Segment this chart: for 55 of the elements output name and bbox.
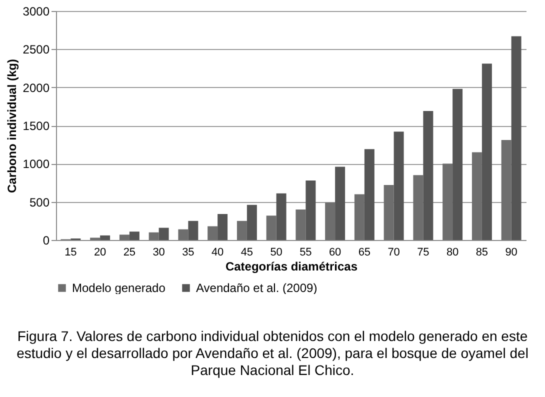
bar	[178, 229, 188, 240]
x-tick-label: 40	[211, 246, 224, 258]
y-tick-label: 2000	[22, 80, 50, 95]
x-tick-label: 80	[446, 246, 459, 258]
bar	[394, 132, 404, 240]
bar	[296, 209, 306, 240]
bar	[452, 88, 463, 240]
x-tick-label: 35	[182, 246, 194, 258]
y-tick-label: 3000	[22, 4, 50, 18]
bar	[276, 193, 286, 240]
bar	[218, 214, 228, 240]
bar	[482, 64, 492, 240]
x-tick-label: 25	[123, 246, 136, 258]
x-tick-label: 70	[388, 246, 400, 258]
x-tick-label: 15	[64, 246, 77, 258]
bar	[266, 216, 276, 240]
bar	[501, 140, 512, 240]
x-tick-label: 20	[94, 246, 106, 258]
bar	[188, 220, 198, 240]
bar	[364, 149, 374, 240]
bar	[325, 202, 336, 240]
bar	[511, 36, 522, 240]
y-tick-label: 2500	[22, 42, 50, 57]
bar	[423, 110, 434, 240]
x-axis-title: Categorías diamétricas	[225, 260, 358, 274]
y-tick-label: 0	[42, 234, 50, 248]
bar	[246, 204, 257, 240]
x-tick-label: 60	[328, 246, 342, 258]
y-axis-title: Carbono individual (kg)	[4, 59, 19, 193]
bar	[100, 235, 110, 240]
bar	[354, 194, 364, 240]
bar	[148, 232, 159, 240]
x-tick-label: 90	[505, 246, 518, 258]
x-tick-label: 85	[476, 246, 488, 258]
x-tick-label: 65	[358, 246, 371, 258]
y-tick-label: 500	[29, 195, 50, 210]
y-tick-label: 1500	[22, 119, 50, 133]
bar	[208, 226, 218, 240]
bar	[119, 234, 130, 240]
bar	[236, 220, 247, 240]
bar	[306, 180, 316, 240]
bar	[384, 185, 394, 240]
x-tick-label: 45	[240, 246, 254, 258]
bar	[442, 164, 453, 240]
x-tick-label: 50	[270, 246, 282, 258]
y-tick-label: 1000	[22, 157, 50, 172]
x-tick-label: 75	[417, 246, 430, 258]
bar	[158, 228, 169, 240]
bar	[413, 175, 424, 240]
bar	[129, 232, 140, 240]
x-tick-label: 30	[152, 246, 165, 258]
bar	[335, 166, 346, 240]
bar	[472, 152, 482, 240]
text: Figura 7. Valores de carbono individual obtenidos con el modelo generado en este estudio y el desarrollado por Avendaño et al. (2009), para el bosque de oyamel del Parque Nacional El Chico.	[16, 328, 530, 379]
x-tick-label: 55	[300, 246, 312, 258]
